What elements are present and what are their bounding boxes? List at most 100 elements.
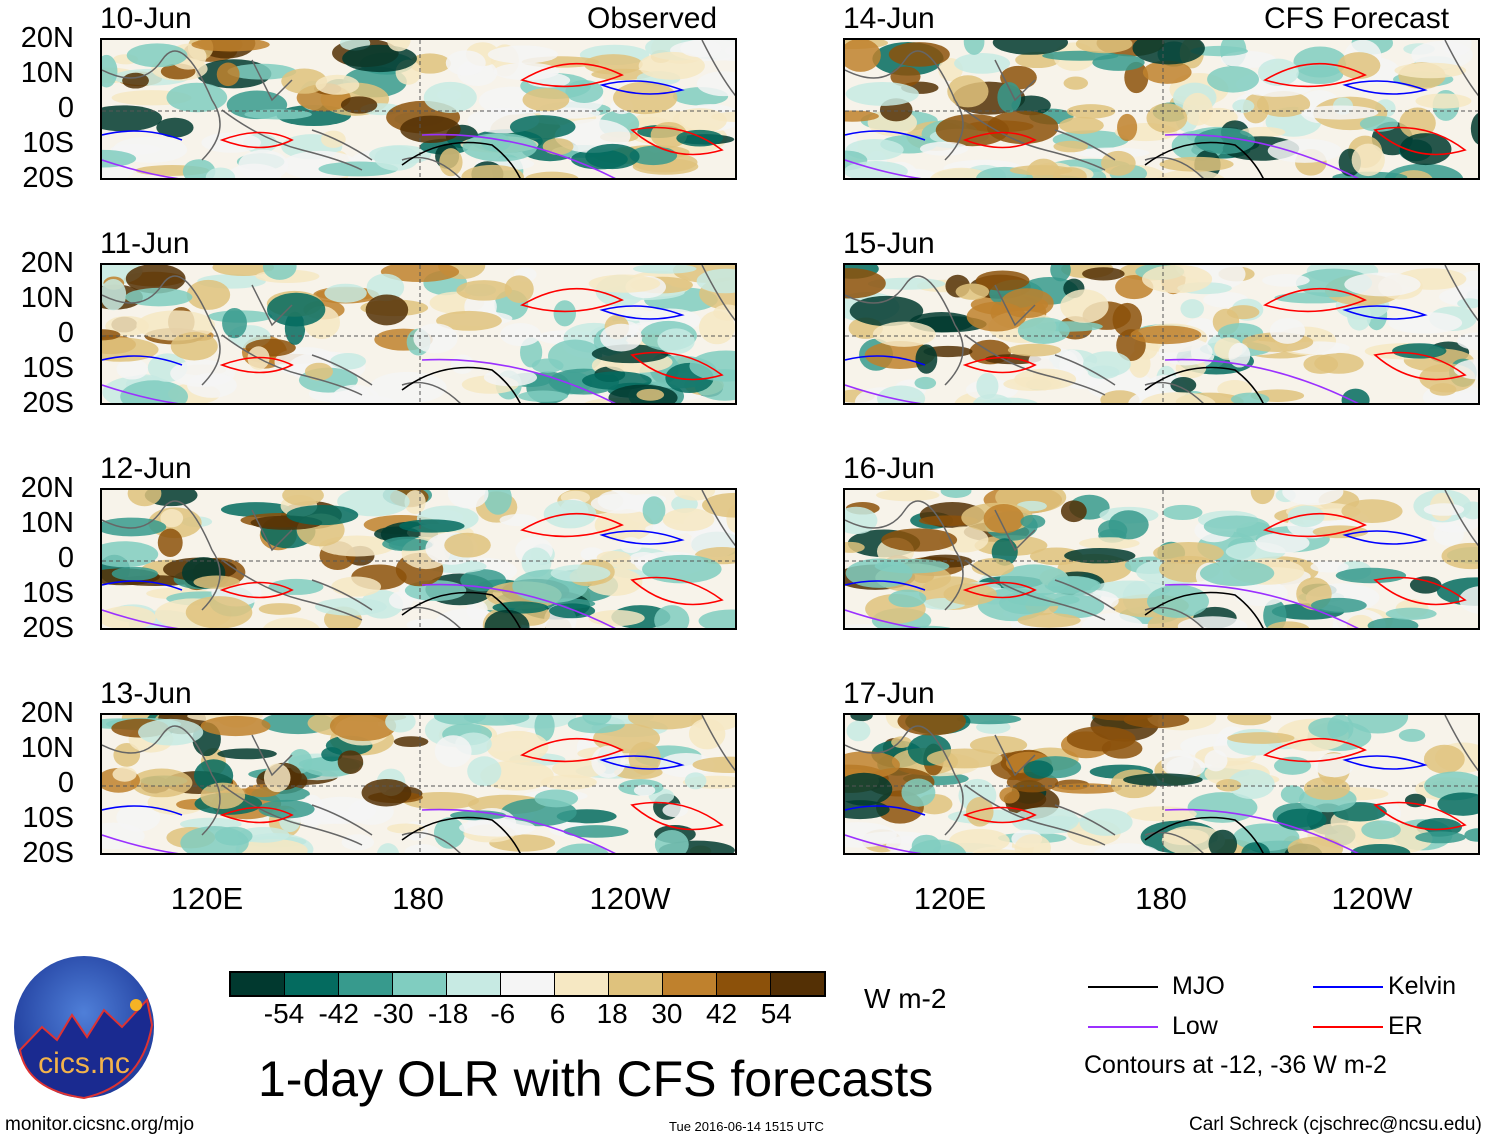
olr-anomaly-blob — [282, 490, 324, 506]
olr-anomaly-blob — [698, 609, 735, 628]
olr-anomaly-blob — [445, 50, 486, 76]
olr-anomaly-blob — [1230, 392, 1270, 403]
olr-anomaly-blob — [1153, 541, 1224, 564]
olr-anomaly-blob — [633, 265, 697, 274]
olr-anomaly-blob — [1262, 274, 1310, 287]
olr-anomaly-blob — [238, 838, 308, 853]
olr-anomaly-blob — [434, 735, 472, 768]
kelvin-contour — [102, 80, 685, 141]
olr-anomaly-blob — [1166, 756, 1206, 778]
low-contour — [845, 133, 1359, 178]
olr-anomaly-blob — [286, 504, 359, 526]
olr-anomaly-blob — [447, 490, 489, 509]
olr-anomaly-blob — [1464, 828, 1478, 842]
olr-anomaly-blob — [400, 115, 461, 143]
colorbar-units: W m-2 — [864, 983, 947, 1014]
olr-anomaly-blob — [1011, 807, 1079, 835]
olr-anomaly-blob — [1170, 376, 1197, 394]
olr-anomaly-blob — [365, 294, 409, 326]
olr-anomaly-blob — [423, 81, 477, 113]
olr-anomaly-blob — [212, 265, 275, 277]
colorbar-swatch — [393, 973, 447, 995]
olr-anomaly-blob — [940, 490, 972, 498]
coastline — [102, 265, 735, 403]
olr-map-panel — [843, 713, 1480, 855]
kelvin-contour — [845, 755, 1428, 816]
legend-kelvin-label: Kelvin — [1388, 972, 1457, 1000]
olr-anomaly-blob — [1187, 792, 1258, 823]
olr-anomaly-blob — [954, 52, 1011, 74]
olr-anomaly-blob — [444, 532, 491, 558]
olr-anomaly-blob — [374, 145, 419, 171]
lat-label: 0 — [57, 767, 74, 799]
olr-anomaly-blob — [1142, 60, 1192, 84]
olr-anomaly-blob — [1158, 338, 1213, 366]
olr-anomaly-blob — [388, 538, 433, 551]
olr-anomaly-blob — [849, 295, 924, 327]
olr-anomaly-blob — [1199, 560, 1275, 587]
olr-anomaly-blob — [1182, 92, 1213, 126]
olr-anomaly-blob — [227, 63, 297, 80]
olr-anomaly-blob — [102, 54, 118, 88]
olr-anomaly-blob — [926, 748, 1003, 769]
lon-label-120e: 120E — [170, 881, 244, 916]
olr-anomaly-blob — [897, 715, 966, 736]
olr-anomaly-blob — [1350, 843, 1411, 853]
lat-label: 20S — [22, 162, 74, 194]
olr-anomaly-blob — [1130, 325, 1202, 345]
olr-anomaly-blob — [976, 373, 999, 400]
olr-anomaly-blob — [1063, 76, 1089, 90]
olr-field — [102, 40, 735, 178]
olr-anomaly-blob — [1327, 715, 1354, 742]
olr-anomaly-blob — [692, 756, 735, 773]
olr-map-panel — [100, 713, 737, 855]
footer-url[interactable]: monitor.cicsnc.org/mjo — [5, 1114, 195, 1135]
lon-label-120e-right: 120E — [913, 881, 987, 916]
olr-anomaly-blob — [1082, 267, 1125, 281]
olr-anomaly-blob — [949, 828, 1010, 853]
er-contour — [219, 287, 724, 381]
olr-anomaly-blob — [1064, 548, 1136, 564]
colorbar-swatch — [663, 973, 717, 995]
legend-er-line — [1313, 1026, 1383, 1028]
olr-field — [102, 265, 735, 403]
olr-anomaly-blob — [1180, 299, 1204, 319]
olr-anomaly-blob — [1361, 820, 1401, 840]
er-contour — [962, 737, 1467, 831]
kelvin-contour — [845, 305, 1428, 366]
olr-anomaly-blob — [1409, 576, 1442, 594]
olr-anomaly-blob — [1296, 65, 1344, 85]
olr-anomaly-blob — [999, 591, 1051, 615]
olr-anomaly-blob — [126, 43, 188, 68]
olr-anomaly-blob — [982, 397, 1038, 403]
olr-field — [102, 490, 735, 628]
olr-anomaly-blob — [1398, 728, 1426, 742]
colorbar-swatch — [771, 973, 824, 995]
olr-anomaly-blob — [1093, 843, 1161, 853]
olr-anomaly-blob — [955, 283, 990, 300]
olr-map-panel — [843, 488, 1480, 630]
olr-anomaly-blob — [1140, 392, 1216, 403]
lat-label: 10N — [20, 507, 74, 539]
panel-date: 13-Jun — [100, 677, 192, 710]
olr-anomaly-blob — [331, 576, 382, 597]
olr-field — [845, 490, 1478, 628]
low-contour — [102, 808, 616, 853]
olr-anomaly-blob — [1263, 599, 1287, 628]
olr-anomaly-blob — [125, 287, 193, 307]
olr-anomaly-blob — [244, 109, 312, 120]
olr-anomaly-blob — [553, 300, 577, 327]
olr-anomaly-blob — [684, 772, 707, 790]
footer-credit: Carl Schreck (cjschrec@ncsu.edu) — [1189, 1114, 1482, 1135]
olr-anomaly-blob — [1146, 584, 1209, 618]
olr-anomaly-blob — [450, 354, 475, 375]
low-contour — [102, 583, 616, 628]
olr-anomaly-blob — [487, 45, 559, 64]
olr-anomaly-blob — [969, 735, 1028, 755]
olr-anomaly-blob — [1007, 343, 1061, 357]
olr-anomaly-blob — [456, 280, 513, 301]
olr-anomaly-blob — [908, 839, 967, 853]
olr-anomaly-blob — [1047, 576, 1099, 596]
lat-label: 20N — [20, 247, 74, 279]
olr-anomaly-blob — [404, 490, 426, 515]
